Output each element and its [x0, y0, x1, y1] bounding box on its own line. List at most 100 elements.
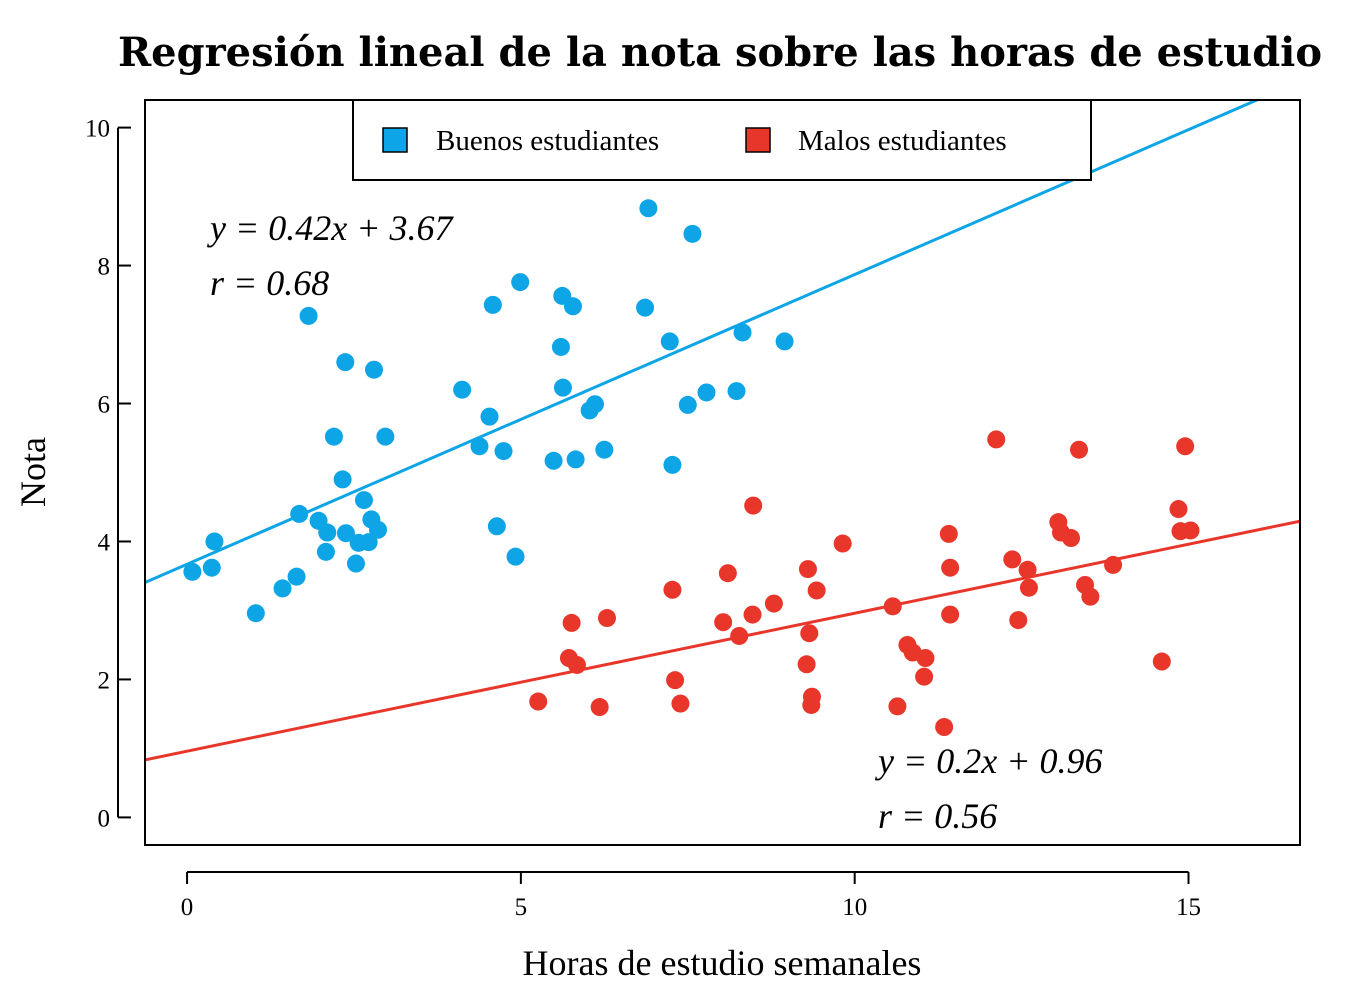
- data-point-1: [1062, 529, 1081, 548]
- data-point-0: [480, 407, 499, 426]
- data-point-0: [290, 504, 309, 523]
- x-axis: 0 5 10 15: [181, 871, 1201, 921]
- data-point-1: [562, 613, 581, 632]
- data-point-1: [888, 697, 907, 716]
- equation-buenos: y = 0.42x + 3.67: [207, 208, 455, 248]
- data-points: [183, 199, 1200, 737]
- y-tick-label: 4: [98, 529, 111, 556]
- x-tick-label: 15: [1176, 894, 1201, 921]
- data-point-1: [529, 692, 548, 711]
- data-point-0: [336, 524, 355, 543]
- data-point-1: [764, 594, 783, 613]
- data-point-1: [1009, 611, 1028, 630]
- data-point-1: [916, 649, 935, 668]
- data-point-0: [376, 427, 395, 446]
- data-point-1: [941, 558, 960, 577]
- data-point-0: [727, 382, 746, 401]
- data-point-1: [730, 626, 749, 645]
- data-point-0: [359, 533, 378, 552]
- y-tick-label: 10: [85, 116, 110, 143]
- data-point-1: [663, 580, 682, 599]
- data-point-0: [683, 224, 702, 243]
- data-point-0: [487, 517, 506, 536]
- data-point-0: [354, 491, 373, 510]
- equation-malos: y = 0.2x + 0.96: [875, 741, 1103, 781]
- data-point-1: [590, 698, 609, 717]
- legend-swatch-buenos: [382, 127, 408, 153]
- data-point-0: [563, 297, 582, 316]
- data-point-0: [660, 332, 679, 351]
- data-point-0: [316, 542, 335, 561]
- data-point-0: [585, 395, 604, 414]
- legend-label-malos: Malos estudiantes: [798, 125, 1007, 157]
- y-axis: 0 2 4 6 8 10: [85, 116, 131, 832]
- data-point-1: [941, 605, 960, 624]
- data-point-1: [807, 581, 826, 600]
- data-point-1: [1070, 440, 1089, 459]
- legend: Buenos estudiantes Malos estudiantes: [352, 99, 1092, 181]
- data-point-1: [915, 667, 934, 686]
- chart-title: Regresión lineal de la nota sobre las ho…: [118, 29, 1322, 76]
- data-point-0: [639, 199, 658, 218]
- data-point-1: [883, 597, 902, 616]
- data-point-1: [800, 624, 819, 643]
- data-point-1: [1176, 437, 1195, 456]
- data-point-0: [595, 440, 614, 459]
- data-point-0: [511, 273, 530, 292]
- data-point-1: [744, 496, 763, 515]
- data-point-1: [798, 560, 817, 579]
- data-point-0: [318, 523, 337, 542]
- data-point-0: [287, 567, 306, 586]
- data-point-0: [775, 332, 794, 351]
- y-tick-label: 8: [98, 254, 111, 281]
- data-point-0: [544, 451, 563, 470]
- data-point-0: [324, 427, 343, 446]
- data-point-1: [567, 655, 586, 674]
- legend-box: [352, 99, 1092, 181]
- data-point-1: [1003, 550, 1022, 569]
- data-point-0: [183, 562, 202, 581]
- data-point-1: [802, 687, 821, 706]
- x-tick-label: 5: [515, 894, 528, 921]
- data-point-1: [671, 694, 690, 713]
- data-point-0: [483, 295, 502, 314]
- data-point-1: [935, 718, 954, 737]
- data-point-0: [369, 520, 388, 539]
- x-axis-title: Horas de estudio semanales: [523, 943, 922, 983]
- data-point-0: [553, 378, 572, 397]
- data-point-0: [663, 455, 682, 474]
- data-point-1: [1019, 578, 1038, 597]
- y-axis-title: Nota: [13, 437, 53, 507]
- data-point-1: [598, 609, 616, 628]
- data-point-0: [346, 554, 365, 573]
- data-point-0: [678, 395, 697, 414]
- data-point-1: [1018, 560, 1037, 579]
- r-value-buenos: r = 0.68: [210, 263, 329, 303]
- data-point-0: [470, 437, 489, 456]
- data-point-0: [636, 298, 655, 317]
- data-point-1: [939, 524, 958, 543]
- y-tick-label: 6: [98, 392, 111, 419]
- x-tick-label: 10: [842, 894, 867, 921]
- data-point-1: [1181, 521, 1200, 540]
- data-point-0: [299, 306, 318, 325]
- data-point-0: [551, 337, 570, 356]
- r-value-malos: r = 0.56: [878, 796, 997, 836]
- data-point-1: [666, 671, 685, 690]
- data-point-1: [1081, 587, 1100, 606]
- data-point-1: [1104, 555, 1123, 574]
- data-point-0: [336, 353, 355, 372]
- data-point-1: [1169, 500, 1188, 519]
- y-tick-label: 2: [98, 667, 111, 694]
- data-point-1: [714, 613, 733, 632]
- data-point-0: [453, 380, 472, 399]
- data-point-1: [833, 534, 852, 553]
- data-point-1: [743, 605, 762, 624]
- data-point-0: [494, 442, 513, 461]
- data-point-0: [733, 323, 752, 342]
- regression-line-1: [145, 519, 1300, 762]
- data-point-1: [718, 564, 737, 583]
- regression-lines: [145, 100, 1300, 762]
- data-point-0: [506, 547, 525, 566]
